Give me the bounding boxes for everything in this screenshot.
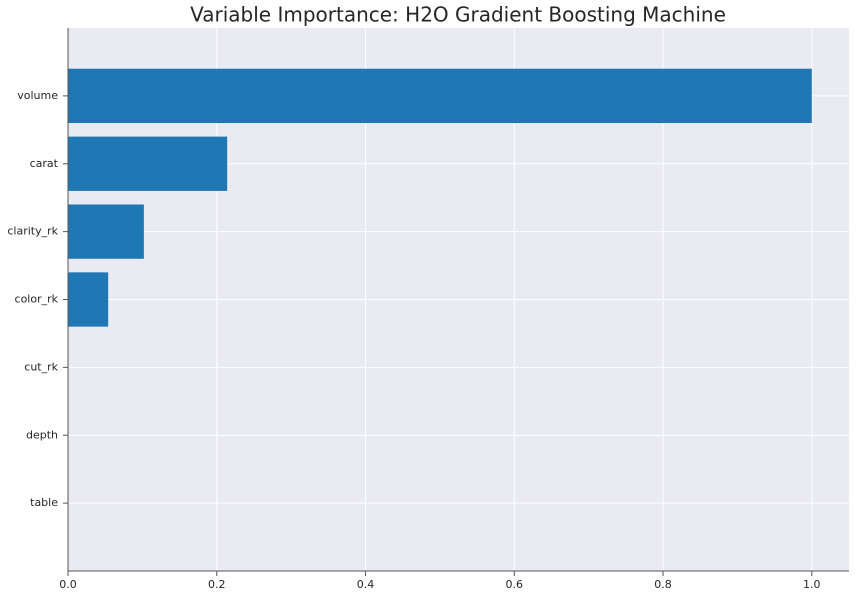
x-tick-label: 0.6 [506, 578, 524, 591]
x-tick-label: 0.0 [59, 578, 77, 591]
x-tick-label: 0.4 [357, 578, 375, 591]
x-tick-label: 0.2 [208, 578, 226, 591]
y-tick-label: clarity_rk [7, 225, 58, 238]
y-tick-label: color_rk [15, 293, 59, 306]
bar [68, 136, 228, 191]
bar [68, 272, 109, 327]
y-tick-label: table [30, 496, 58, 509]
bar [68, 204, 144, 259]
y-tick-label: cut_rk [24, 360, 58, 373]
marks [68, 68, 812, 327]
y-tick-label: volume [17, 89, 58, 102]
y-tick-label: depth [26, 428, 58, 441]
y-tick-label: carat [30, 157, 59, 170]
x-tick-label: 1.0 [803, 578, 821, 591]
chart-title: Variable Importance: H2O Gradient Boosti… [190, 3, 726, 27]
bar [68, 68, 812, 124]
x-tick-label: 0.8 [654, 578, 672, 591]
